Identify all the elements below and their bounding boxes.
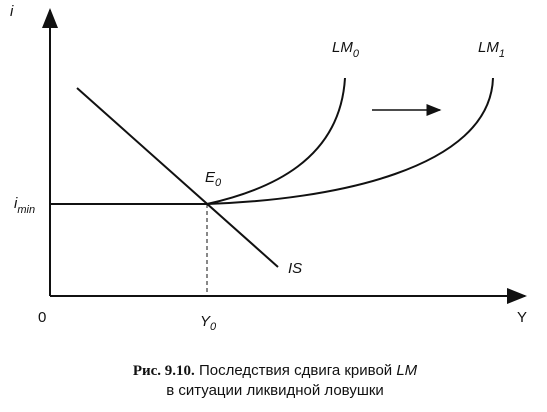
lm0-curve <box>206 77 346 205</box>
y0-label: Y0 <box>200 313 217 333</box>
lm0-label: LM0 <box>332 39 360 60</box>
caption-line2: в ситуации ликвидной ловушки <box>166 382 384 399</box>
x-axis-label: Y <box>517 309 527 326</box>
imin-label: imin <box>14 195 35 216</box>
is-curve <box>76 87 279 268</box>
is-label: IS <box>288 260 302 277</box>
caption-line1: Рис. 9.10. Последствия сдвига кривой LM <box>133 362 418 379</box>
y-axis-label: i <box>10 3 14 20</box>
lm1-curve <box>206 77 494 205</box>
lm1-label: LM1 <box>478 39 505 60</box>
e0-label: E0 <box>205 169 222 189</box>
origin-label: 0 <box>38 309 46 326</box>
